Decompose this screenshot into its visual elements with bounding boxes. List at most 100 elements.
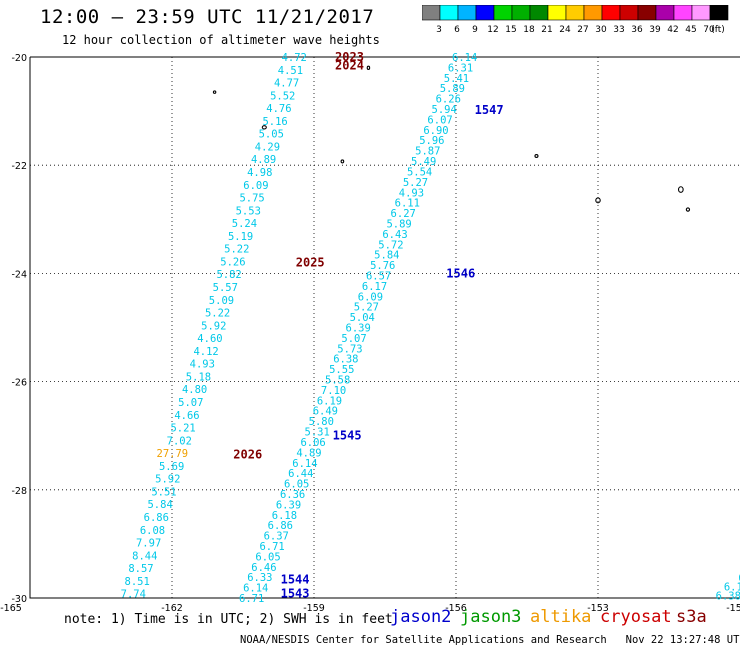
wave-height-point: 5.16 (262, 116, 287, 128)
wave-height-point: 5.58 (325, 375, 350, 387)
wave-height-point: 5.72 (378, 239, 403, 251)
y-tick-label: -24 (11, 269, 27, 280)
wave-height-point: 5.82 (216, 269, 241, 281)
pass-label: 1543 (281, 587, 310, 601)
colorbar-label: 70 (703, 25, 715, 35)
wave-height-point: 4.29 (255, 141, 280, 153)
wave-height-point: 6.08 (140, 525, 165, 537)
wave-height-point: 7.10 (321, 385, 346, 397)
wave-height-point: 5.22 (205, 308, 230, 320)
wave-height-point: 5.96 (419, 135, 444, 147)
pass-label: 1547 (475, 103, 504, 117)
island-outline (261, 125, 267, 130)
legend-jason3: jason3 (460, 607, 522, 627)
colorbar-label: 12 (487, 25, 498, 35)
wave-height-point: 5.27 (354, 302, 379, 314)
colorbar-label: 45 (685, 25, 696, 35)
island-outline (366, 65, 371, 70)
colorbar-label: 9 (472, 25, 478, 35)
wave-height-point: 6.14 (292, 458, 317, 470)
wave-height-point: 4.93 (190, 359, 215, 371)
pass-label: 2025 (296, 256, 325, 270)
wave-height-point: 6.39 (276, 499, 301, 511)
island-outline (212, 90, 217, 94)
wave-height-point: 6.06 (300, 437, 325, 449)
wave-height-point: 5.89 (386, 218, 411, 230)
wave-height-point: 5.51 (151, 486, 176, 498)
y-tick-label: -26 (11, 378, 27, 389)
wave-height-point: 6.05 (255, 551, 280, 563)
wave-height-point: 27.79 (157, 448, 189, 460)
x-tick-label: -165 (0, 603, 22, 614)
wave-height-point: 5.09 (209, 295, 234, 307)
wave-height-point: 6.37 (264, 531, 289, 543)
wave-height-point: 5.18 (186, 371, 211, 383)
legend-s3a: s3a (676, 607, 707, 627)
color-scale-legend: 3 6 9 12 15 18 21 24 27 30 33 36 39 42 45 70(ft) (422, 5, 729, 35)
island-outline (677, 186, 684, 193)
wave-height-point: 6.90 (423, 125, 448, 137)
colorbar-label: 15 (505, 25, 516, 35)
island-outline (534, 154, 539, 158)
legend-altika: altika (530, 607, 592, 627)
footer-note: note: 1) Time is in UTC; 2) SWH is in fe… (64, 612, 393, 627)
wave-height-point: 7.97 (136, 538, 161, 550)
wave-height-point: 5.05 (259, 129, 284, 141)
wave-height-point: 5.24 (232, 218, 257, 230)
wave-height-point: 6.31 (448, 62, 473, 74)
plot-frame (29, 56, 740, 599)
colorbar-unit: (ft) (711, 25, 725, 35)
wave-height-point: 8.57 (128, 563, 153, 575)
wave-height-point: 5.26 (220, 256, 245, 268)
wave-height-point: 4.80 (182, 384, 207, 396)
wave-height-point: 6.05 (284, 479, 309, 491)
pass-label: 1545 (333, 429, 362, 443)
wave-height-point: 7.02 (167, 435, 192, 447)
chart-subtitle: 12 hour collection of altimeter wave hei… (62, 33, 380, 47)
x-tick-label: -153 (587, 603, 609, 614)
wave-height-point: 5.27 (403, 177, 428, 189)
pass-label: 2023 (335, 50, 364, 64)
wave-height-point: 5.21 (170, 423, 195, 435)
colorbar-label: 30 (595, 25, 607, 35)
wave-height-point: 5.80 (309, 416, 334, 428)
wave-height-point: 6.43 (382, 229, 407, 241)
wave-height-point: 5.22 (224, 244, 249, 256)
colorbar-label: 33 (613, 25, 624, 35)
colorbar-label: 36 (631, 25, 643, 35)
wave-height-point: 5.87 (415, 146, 440, 158)
wave-height-point: 4.77 (274, 78, 299, 90)
wave-height-point: 6.14 (452, 52, 477, 64)
wave-height-point: 8.44 (132, 550, 157, 562)
wave-height-point: 6.38 (333, 354, 358, 366)
wave-height-point: 6.38 (716, 590, 740, 602)
x-tick-label: -159 (303, 603, 325, 614)
wave-height-point: 6.26 (436, 94, 461, 106)
wave-height-point: 6.71 (239, 593, 264, 605)
island-outline (340, 159, 345, 164)
wave-height-point: 6.07 (427, 114, 452, 126)
chart-title: 12:00 — 23:59 UTC 11/21/2017 (40, 6, 375, 28)
colorbar-label: 39 (649, 25, 661, 35)
wave-height-point: 5.31 (305, 427, 330, 439)
wave-height-point: 4.12 (193, 346, 218, 358)
wave-height-point: 6.86 (268, 520, 293, 532)
wave-height-point: 6.57 (366, 270, 391, 282)
wave-height-point: 6.36 (280, 489, 305, 501)
wave-height-point: 6.49 (313, 406, 338, 418)
wave-height-point: 6.39 (346, 323, 371, 335)
wave-height-point: 6.09 (243, 180, 268, 192)
wave-height-point: 4.89 (296, 447, 321, 459)
credit-text: NOAA/NESDIS Center for Satellite Applica… (240, 634, 607, 646)
wave-height-point: 5.04 (350, 312, 375, 324)
wave-height-point: 4.76 (266, 103, 291, 115)
wave-height-point: 6.86 (144, 512, 169, 524)
colorbar-label: 21 (541, 25, 552, 35)
wave-height-point: 5.41 (444, 73, 469, 85)
wave-height-point: 6.46 (251, 562, 276, 574)
wave-height-point: 5.76 (370, 260, 395, 272)
island-outline (595, 197, 601, 204)
wave-height-point: 6.14 (243, 583, 268, 595)
y-tick-label: -28 (11, 486, 27, 497)
wave-height-point: 5.75 (239, 193, 264, 205)
